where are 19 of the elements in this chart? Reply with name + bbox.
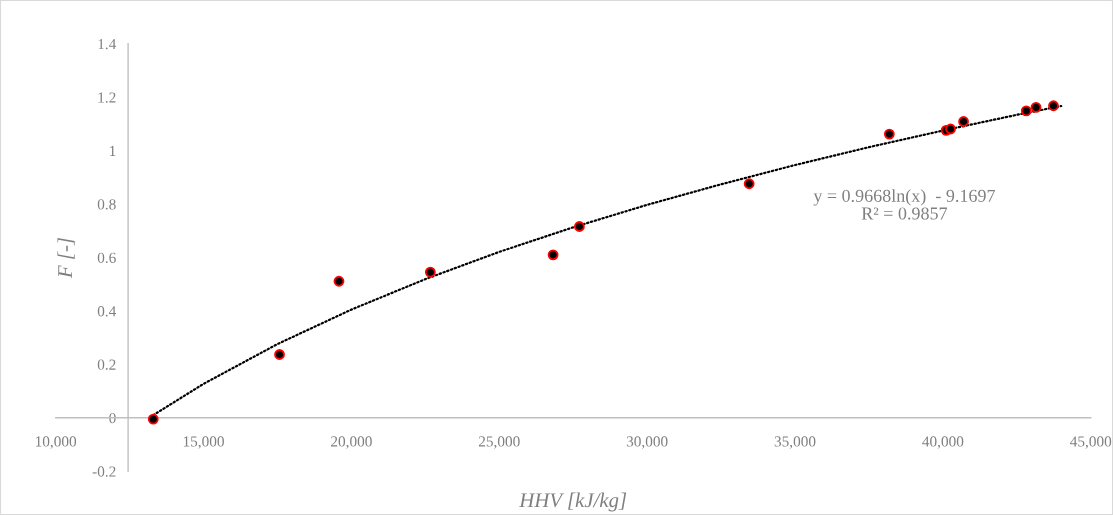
x-tick-label: 45,000 — [1070, 436, 1112, 449]
x-tick-label: 20,000 — [331, 436, 372, 449]
y-axis-title: F [-] — [57, 237, 75, 279]
x-axis-title: HHV [kJ/kg] — [519, 492, 627, 512]
y-tick-label: 0.6 — [97, 252, 116, 264]
x-tick-label: 35,000 — [774, 436, 816, 449]
x-tick-label: 25,000 — [478, 436, 520, 449]
y-tick-label: 0.4 — [97, 306, 117, 317]
y-tick-label: 0.8 — [97, 199, 116, 210]
y-tick-label: 1 — [110, 145, 116, 156]
x-tick-label: 15,000 — [183, 436, 224, 449]
y-tick-label: 1.4 — [98, 38, 117, 50]
y-tick-label: 0.2 — [97, 359, 116, 370]
x-tick-label: 10,000 — [35, 436, 77, 449]
y-tick-label: 1.2 — [98, 92, 116, 103]
x-tick-label: 30,000 — [626, 436, 668, 449]
y-tick-label: -0.2 — [92, 466, 116, 477]
annotation: y = 0.9668ln(x) - 9.1697 R² = 0.9857 — [813, 189, 995, 220]
x-tick-label: 40,000 — [922, 436, 964, 449]
